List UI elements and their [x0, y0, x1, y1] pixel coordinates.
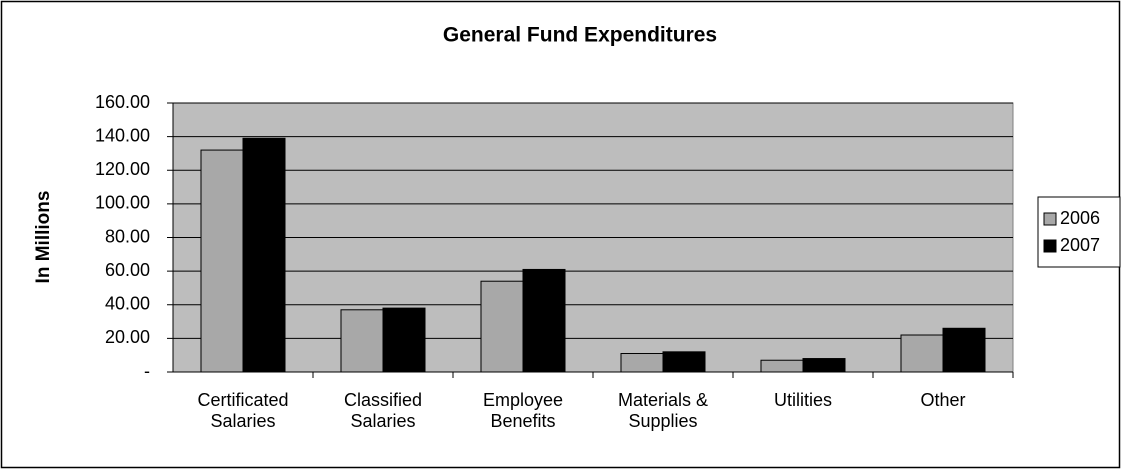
- y-tick-label: 140.00: [95, 125, 150, 145]
- legend-swatch: [1043, 212, 1057, 226]
- bar: [340, 309, 384, 373]
- legend-label: 2006: [1060, 208, 1100, 228]
- y-tick-label: -: [144, 361, 150, 381]
- bar: [620, 353, 664, 373]
- y-tick-label: 20.00: [105, 327, 150, 347]
- bar: [382, 307, 426, 373]
- x-tick-label: Materials & Supplies: [617, 390, 709, 431]
- bar: [200, 149, 244, 373]
- x-tick-label: Employee Benefits: [482, 390, 564, 431]
- bar: [802, 358, 846, 373]
- chart-title: General Fund Expenditures: [443, 24, 717, 47]
- bar: [900, 334, 944, 373]
- bar: [760, 359, 804, 373]
- bar: [480, 280, 524, 373]
- y-tick-label: 100.00: [95, 193, 150, 213]
- bar: [522, 268, 566, 373]
- y-tick-label: 60.00: [105, 260, 150, 280]
- y-tick-label: 160.00: [95, 92, 150, 112]
- y-tick-label: 40.00: [105, 294, 150, 314]
- y-axis-label: In Millions: [33, 191, 54, 284]
- legend-label: 2007: [1060, 235, 1100, 255]
- x-tick-label: Certificated Salaries: [197, 390, 289, 431]
- x-tick-label: Other: [920, 390, 966, 410]
- legend-swatch: [1043, 239, 1057, 253]
- bar: [662, 351, 706, 373]
- bar: [942, 327, 986, 373]
- x-tick-label: Utilities: [773, 390, 832, 410]
- bar: [242, 137, 286, 373]
- x-tick-label: Classified Salaries: [343, 390, 423, 431]
- y-tick-label: 80.00: [105, 226, 150, 246]
- legend-box: [1037, 196, 1121, 268]
- y-tick-label: 120.00: [95, 159, 150, 179]
